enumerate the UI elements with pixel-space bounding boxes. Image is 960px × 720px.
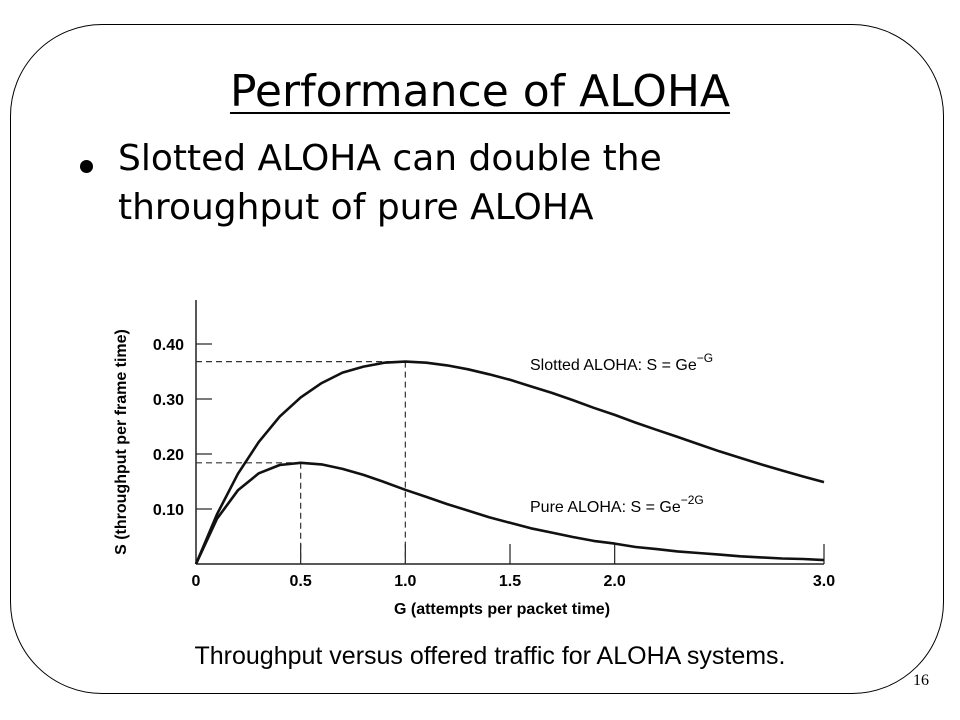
chart-guides <box>196 361 406 564</box>
chart-axes <box>195 300 825 565</box>
figure-caption: Throughput versus offered traffic for AL… <box>194 642 786 670</box>
chart-series <box>194 360 825 565</box>
slide-title: Performance of ALOHA <box>0 66 960 118</box>
y-tick-label: 0.40 <box>153 337 184 354</box>
series-label-1: Pure ALOHA: S = Ge−2G <box>530 493 704 516</box>
x-tick-label: 3.0 <box>813 573 835 590</box>
y-tick-label: 0.20 <box>153 447 184 464</box>
series-line-1 <box>194 461 825 565</box>
y-tick-label: 0.30 <box>153 392 184 409</box>
x-tick-label: 2.0 <box>604 573 626 590</box>
chart-labels: 0.10 0.20 0.30 0.40 0 0.5 1.0 1.5 2.0 3.0 G (attem… <box>113 329 835 618</box>
x-tick-label: 0 <box>192 573 201 590</box>
y-axis-title: S (throughput per frame time) <box>113 329 130 555</box>
series-line-0 <box>194 360 825 565</box>
x-axis-title: G (attempts per packet time) <box>394 601 610 618</box>
page-number: 16 <box>913 672 929 689</box>
slide-title-text: Performance of ALOHA <box>229 66 731 117</box>
bullet-text: Slotted ALOHA can double the throughput … <box>118 138 662 228</box>
x-tick-label: 0.5 <box>290 573 312 590</box>
slide-frame <box>10 24 944 694</box>
x-tick-label: 1.5 <box>499 573 521 590</box>
series-label-0: Slotted ALOHA: S = Ge−G <box>530 351 713 374</box>
x-tick-label: 1.0 <box>394 573 416 590</box>
y-tick-label: 0.10 <box>153 502 184 519</box>
bullet-dot <box>80 160 93 173</box>
